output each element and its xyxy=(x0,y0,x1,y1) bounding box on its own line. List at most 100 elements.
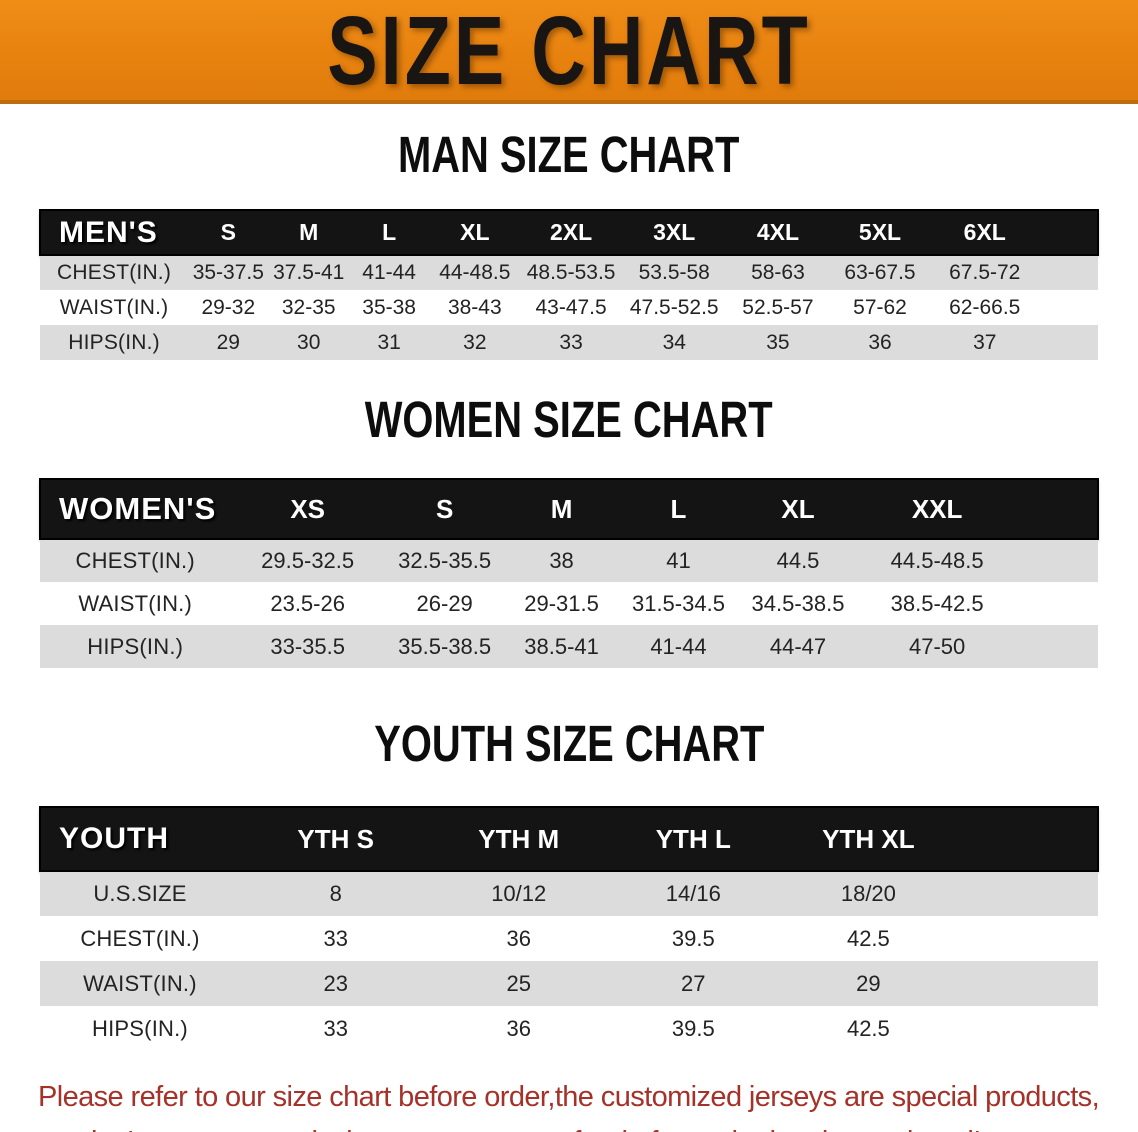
women-measure-row-label: HIPS(IN.) xyxy=(87,633,184,659)
women-size-value-cell: 44.5-48.5 xyxy=(890,548,984,573)
women-size-value-cell: 26-29 xyxy=(416,590,473,616)
men-table-row: CHEST(IN.) 35-37.5 37.5-41 41-44 44-48.5 48.5… xyxy=(40,255,1098,290)
men-size-value-cell: 35-37.5 xyxy=(192,261,264,284)
women-size-value-cell: 41 xyxy=(666,548,691,573)
men-size-table: MEN'S S M L XL 2XL 3XL 4XL 5XL 6XL CHEST(IN.) 35-37… xyxy=(39,209,1099,360)
men-size-value-cell: 41-44 xyxy=(362,261,416,284)
table-spacer-cell xyxy=(1016,625,1098,668)
men-size-value-cell: 44-48.5 xyxy=(439,261,511,284)
disclaimer-text: Please refer to our size chart before or… xyxy=(0,1075,1138,1132)
youth-measure-row-label: HIPS(IN.) xyxy=(92,1015,188,1041)
men-size-value-cell: 52.5-57 xyxy=(742,295,814,319)
men-size-value-cell: 43-47.5 xyxy=(535,295,607,319)
table-spacer-cell xyxy=(956,961,1098,1006)
women-section-heading: WOMEN SIZE CHART xyxy=(0,391,1138,454)
women-size-value-cell: 34.5-38.5 xyxy=(751,590,845,616)
table-spacer-cell xyxy=(956,807,1098,871)
men-size-value-cell: 37 xyxy=(973,330,997,354)
men-size-value-cell: 29-32 xyxy=(201,295,256,319)
women-table-row: WAIST(IN.) 23.5-26 26-29 29-31.5 31.5-34.5 34… xyxy=(40,582,1098,625)
women-size-value-cell: 41-44 xyxy=(650,633,707,659)
youth-size-value-cell: 27 xyxy=(681,970,706,996)
men-table-row: HIPS(IN.) 29 30 31 32 33 34 35 36 37 xyxy=(40,325,1098,360)
men-size-value-cell: 48.5-53.5 xyxy=(526,261,616,284)
table-spacer-cell xyxy=(1039,290,1098,325)
men-table-corner-label: MEN'S xyxy=(59,215,158,249)
men-size-value-cell: 33 xyxy=(559,330,583,354)
women-table-row: CHEST(IN.) 29.5-32.5 32.5-35.5 38 41 44.5 44.5… xyxy=(40,539,1098,582)
banner-title: SIZE CHART xyxy=(327,0,811,105)
youth-size-value-cell: 18/20 xyxy=(840,881,896,906)
men-section-heading: MAN SIZE CHART xyxy=(0,126,1138,189)
women-size-value-cell: 32.5-35.5 xyxy=(398,548,492,573)
men-size-value-cell: 37.5-41 xyxy=(273,261,345,284)
women-size-value-cell: 44-47 xyxy=(769,633,827,659)
women-table-corner-label: WOMEN'S xyxy=(59,491,217,526)
women-measure-row-label: WAIST(IN.) xyxy=(78,590,193,616)
women-size-value-cell: 29-31.5 xyxy=(524,590,599,616)
women-section-heading-text: WOMEN SIZE CHART xyxy=(365,390,773,449)
youth-size-value-cell: 25 xyxy=(506,970,531,996)
women-size-value-cell: 47-50 xyxy=(908,633,966,659)
men-size-value-cell: 29 xyxy=(216,330,240,354)
women-size-table: WOMEN'S XS S M L XL XXL CHEST(IN.) 29.5-32.5 32.5… xyxy=(39,478,1099,668)
men-size-value-cell: 58-63 xyxy=(751,261,805,284)
men-size-value-cell: 32-35 xyxy=(281,295,336,319)
youth-size-value-cell: 8 xyxy=(329,881,342,906)
men-table-header-row: MEN'S S M L XL 2XL 3XL 4XL 5XL 6XL xyxy=(40,210,1098,255)
men-size-column-header: 6XL xyxy=(963,219,1006,245)
youth-size-value-cell: 29 xyxy=(856,970,881,996)
men-size-value-cell: 31 xyxy=(377,330,401,354)
youth-size-value-cell: 39.5 xyxy=(671,925,715,951)
men-measure-row-label: CHEST(IN.) xyxy=(57,261,172,284)
youth-size-column-header: YTH L xyxy=(655,823,731,854)
youth-size-column-header: YTH XL xyxy=(822,823,915,854)
table-spacer-cell xyxy=(956,916,1098,961)
men-size-value-cell: 32 xyxy=(463,330,487,354)
women-size-value-cell: 35.5-38.5 xyxy=(398,633,492,659)
table-spacer-cell xyxy=(1016,539,1098,582)
women-size-value-cell: 31.5-34.5 xyxy=(631,590,725,616)
men-size-value-cell: 34 xyxy=(662,330,686,354)
youth-size-value-cell: 42.5 xyxy=(846,925,890,951)
women-size-column-header: L xyxy=(670,493,687,524)
women-table-row: HIPS(IN.) 33-35.5 35.5-38.5 38.5-41 41-44 44-… xyxy=(40,625,1098,668)
men-size-column-header: 3XL xyxy=(653,219,696,245)
youth-section-heading: YOUTH SIZE CHART xyxy=(0,715,1138,778)
women-size-column-header: XS xyxy=(290,493,325,524)
youth-size-value-cell: 33 xyxy=(323,925,348,951)
women-size-value-cell: 38 xyxy=(549,548,574,573)
women-size-value-cell: 23.5-26 xyxy=(270,590,345,616)
men-size-value-cell: 62-66.5 xyxy=(949,295,1021,319)
youth-size-column-header: YTH S xyxy=(297,823,374,854)
youth-size-value-cell: 36 xyxy=(506,1015,531,1041)
youth-table-row: U.S.SIZE 8 10/12 14/16 18/20 xyxy=(40,871,1098,916)
men-measure-row-label: HIPS(IN.) xyxy=(68,330,160,354)
youth-table-row: HIPS(IN.) 33 36 39.5 42.5 xyxy=(40,1006,1098,1051)
women-size-value-cell: 38.5-41 xyxy=(524,633,599,659)
women-size-column-header: S xyxy=(435,493,454,524)
men-size-column-header: L xyxy=(382,219,397,245)
women-measure-row-label: CHEST(IN.) xyxy=(75,548,195,573)
men-size-column-header: XL xyxy=(460,219,490,245)
youth-size-value-cell: 33 xyxy=(323,1015,348,1041)
women-table-header-row: WOMEN'S XS S M L XL XXL xyxy=(40,479,1098,539)
youth-size-value-cell: 10/12 xyxy=(491,881,547,906)
size-chart-banner: SIZE CHART xyxy=(0,0,1138,105)
women-size-value-cell: 38.5-42.5 xyxy=(890,590,984,616)
table-spacer-cell xyxy=(1016,479,1098,539)
table-spacer-cell xyxy=(956,871,1098,916)
youth-size-value-cell: 14/16 xyxy=(665,881,721,906)
youth-section-heading-text: YOUTH SIZE CHART xyxy=(373,714,765,773)
table-spacer-cell xyxy=(1039,210,1098,255)
disclaimer-line-2: we don't accept cancel, change, teturn o… xyxy=(38,1120,1100,1132)
youth-size-table: YOUTH YTH S YTH M YTH L YTH XL U.S.SIZE 8 10/12… xyxy=(39,806,1099,1051)
disclaimer-line-1: Please refer to our size chart before or… xyxy=(38,1081,1100,1113)
table-spacer-cell xyxy=(1039,255,1098,290)
table-spacer-cell xyxy=(1039,325,1098,360)
youth-size-value-cell: 23 xyxy=(323,970,348,996)
men-measure-row-label: WAIST(IN.) xyxy=(59,295,169,319)
women-size-column-header: M xyxy=(550,493,573,524)
men-size-value-cell: 67.5-72 xyxy=(949,261,1021,284)
